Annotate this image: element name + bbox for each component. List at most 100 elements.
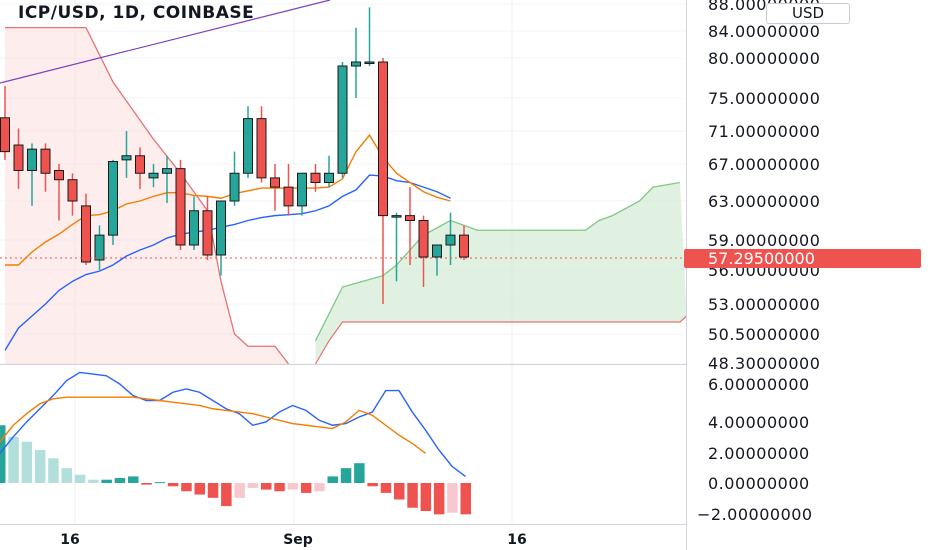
macd-tick-label: −2.00000000 (697, 505, 813, 524)
candle-body (121, 155, 132, 161)
macd-histogram-bar (460, 483, 471, 515)
candle-body (54, 169, 64, 181)
trendline (0, 0, 331, 84)
macd-histogram-bar (128, 476, 139, 483)
macd-histogram-bar (8, 436, 19, 483)
candle-body (256, 118, 267, 179)
macd-line (0, 371, 466, 477)
price-tick-label: 67.00000000 (708, 155, 820, 174)
macd-axis: 6.00000000 4.00000000 2.00000000 0.00000000… (697, 375, 813, 524)
time-axis[interactable]: 16 Sep 16 (60, 532, 526, 548)
macd-histogram-bar (34, 450, 46, 483)
price-tick-label: 63.00000000 (708, 192, 820, 211)
candle-body (67, 179, 78, 202)
candle-body (459, 234, 469, 258)
candle-body (81, 205, 91, 263)
time-tick-label: 16 (60, 532, 79, 548)
candle-body (324, 172, 334, 183)
macd-tick-label: 6.00000000 (708, 375, 810, 394)
cloud-bull (315, 182, 687, 364)
macd-histogram-bar (207, 483, 219, 498)
candle-body (27, 148, 37, 171)
ema-fast-line (5, 133, 451, 266)
candle-body (94, 234, 105, 261)
price-tick-label: 53.00000000 (708, 295, 820, 314)
last-price-tag: 57.29500000 (684, 249, 921, 268)
macd-histogram-bar (327, 476, 338, 483)
candle-body (216, 200, 226, 256)
candle-body (391, 215, 402, 218)
macd-histogram-bar (74, 474, 86, 483)
candle-body (13, 144, 24, 171)
macd-histogram-bar (141, 483, 152, 485)
candle-body (337, 65, 348, 174)
macd-histogram-bar (247, 483, 259, 488)
candle-body (418, 220, 429, 258)
ema-slow-line (4, 174, 451, 351)
time-tick-label: 16 (507, 532, 526, 548)
price-tick-label: 75.00000000 (708, 89, 820, 108)
price-tick-label: 84.00000000 (708, 22, 820, 41)
macd-tick-label: 4.00000000 (708, 413, 810, 432)
candle-body (189, 210, 199, 246)
macd-histogram-bar (420, 483, 432, 512)
macd-histogram-bar (21, 441, 33, 483)
cloud-bear (5, 27, 289, 364)
macd-histogram-bar (101, 479, 112, 483)
macd-histogram-bar (61, 468, 72, 483)
macd-histogram-bar (447, 483, 458, 513)
candle-body (270, 177, 280, 188)
macd-histogram-bar (407, 483, 418, 508)
candle-body (432, 244, 442, 258)
macd-histogram-bar (194, 483, 205, 495)
candle-body (229, 172, 240, 202)
price-tick-label: 50.50000000 (708, 325, 820, 344)
candle-body (148, 172, 159, 179)
candle-body (445, 234, 456, 246)
macd-histogram-bar (167, 483, 179, 487)
signal-line (0, 396, 427, 454)
macd-histogram-bar (114, 478, 126, 483)
candle-body (135, 155, 145, 174)
macd-histogram-bar (340, 468, 352, 483)
macd-histogram-bar (234, 483, 245, 498)
price-tick-label: 59.00000000 (708, 231, 820, 250)
time-tick-label: Sep (283, 532, 313, 548)
macd-histogram-bar (221, 483, 232, 507)
candle-body (0, 117, 10, 153)
moving-averages (4, 133, 451, 351)
macd-histogram-bar (394, 483, 405, 500)
candle-body (351, 61, 361, 67)
candle-body (243, 118, 253, 174)
macd-histogram-bar (380, 483, 392, 493)
macd-histogram-bar (181, 483, 192, 492)
candle-body (378, 61, 388, 217)
candle-body (162, 168, 172, 174)
macd-histogram-bar (300, 483, 312, 493)
macd-pane (0, 371, 471, 515)
last-price-label: 57.29500000 (708, 249, 815, 268)
macd-histogram-bar (287, 483, 299, 490)
macd-histogram-bar (154, 482, 166, 484)
price-axis[interactable]: 88.0000000084.0000000080.0000000075.0000… (708, 0, 820, 373)
price-tick-label: 80.00000000 (708, 49, 820, 68)
macd-histogram-bar (433, 483, 445, 515)
candle-body (40, 148, 51, 174)
candle-body (405, 215, 415, 221)
macd-histogram-bar (274, 483, 285, 492)
price-tick-label: 71.00000000 (708, 122, 820, 141)
candle-body (202, 210, 213, 256)
candlesticks (0, 7, 469, 304)
macd-histogram-bar (354, 463, 365, 483)
price-tick-label: 48.30000000 (708, 354, 820, 373)
macd-histogram-bar (88, 479, 99, 483)
macd-histogram-bar (261, 483, 272, 490)
candle-body (283, 186, 294, 207)
candle-body (310, 172, 321, 183)
candle-body (108, 161, 118, 236)
cloud-bull-lower-edge (314, 315, 688, 365)
chart-title: ICP/USD, 1D, COINBASE (18, 3, 255, 23)
macd-tick-label: 2.00000000 (708, 444, 810, 463)
currency-button[interactable]: USD (766, 3, 850, 24)
candle-body (175, 168, 186, 246)
